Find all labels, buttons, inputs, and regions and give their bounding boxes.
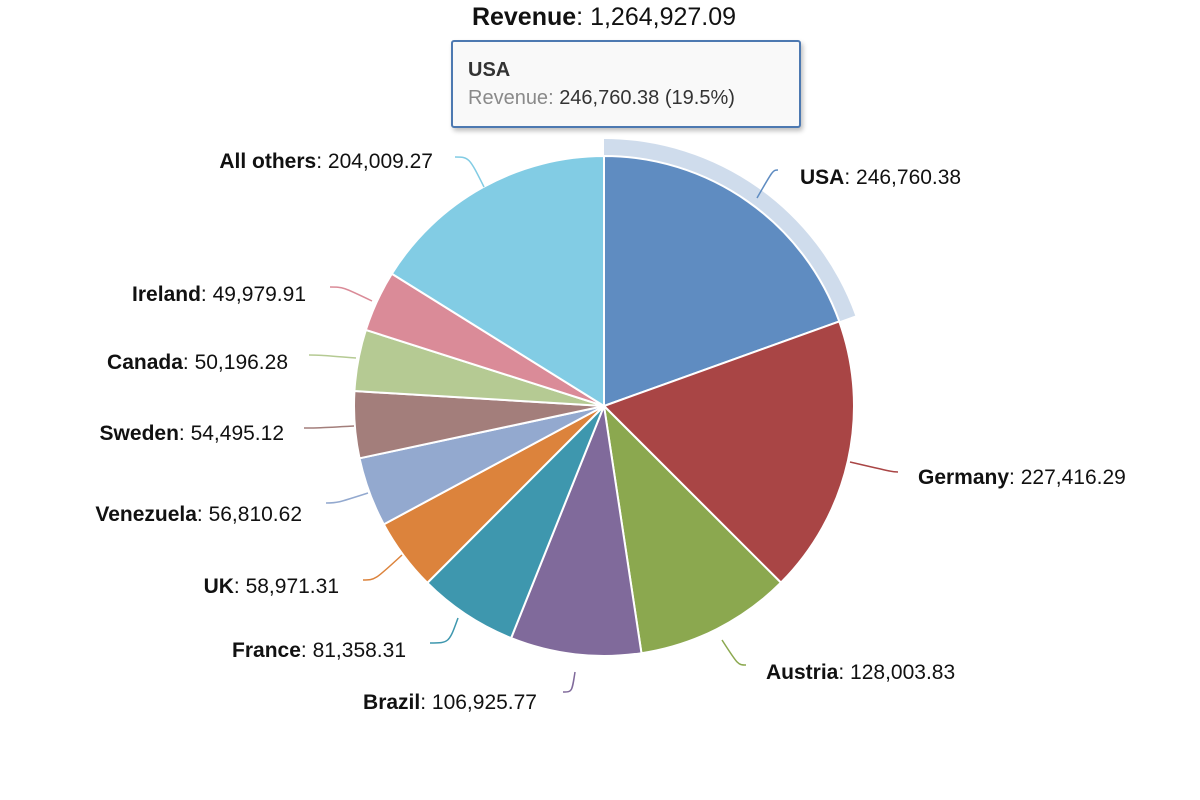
leader-line-ireland	[329, 286, 373, 302]
chart-title: Revenue: 1,264,927.09	[471, 3, 737, 31]
tooltip-value: 246,760.38	[559, 87, 660, 109]
pie-slice-usa[interactable]	[603, 155, 841, 407]
data-label-value: : 227,416.29	[1009, 466, 1126, 489]
data-label-germany: Germany: 227,416.29	[918, 466, 1126, 489]
leader-line-brazil	[562, 671, 576, 693]
data-label-name: Brazil	[363, 691, 420, 714]
data-label-usa: USA: 246,760.38	[800, 166, 961, 189]
pie-slice-germany[interactable]	[603, 320, 855, 584]
leader-line-germany	[849, 461, 899, 473]
tooltip-percent: (19.5%)	[664, 87, 735, 109]
data-label-austria: Austria: 128,003.83	[766, 661, 955, 684]
tooltip-series-name: USA	[468, 59, 511, 81]
data-label-value: : 49,979.91	[201, 283, 306, 306]
data-label-name: Venezuela	[95, 503, 197, 526]
tooltip: USA Revenue: 246,760.38 (19.5%)	[451, 40, 801, 128]
leader-line-canada	[308, 354, 357, 359]
data-label-value: : 106,925.77	[420, 691, 537, 714]
data-label-value: : 50,196.28	[183, 351, 288, 374]
chart-title-value: 1,264,927.09	[590, 3, 737, 31]
pie-slice-all-others[interactable]	[390, 155, 605, 407]
data-label-value: : 128,003.83	[838, 661, 955, 684]
leader-line-venezuela	[325, 492, 369, 504]
data-label-name: UK	[204, 575, 234, 598]
data-label-canada: Canada: 50,196.28	[107, 351, 288, 374]
data-label-name: USA	[800, 166, 844, 189]
leader-line-austria	[721, 639, 747, 666]
data-label-value: : 58,971.31	[234, 575, 339, 598]
data-label-name: Canada	[107, 351, 183, 374]
data-label-value: : 204,009.27	[316, 150, 433, 173]
leader-line-usa	[756, 169, 779, 199]
data-label-ireland: Ireland: 49,979.91	[132, 283, 306, 306]
leader-line-france	[429, 617, 459, 644]
tooltip-value-line: Revenue: 246,760.38 (19.5%)	[468, 87, 735, 109]
chart-title-label: Revenue	[471, 3, 577, 31]
data-label-france: France: 81,358.31	[232, 639, 406, 662]
data-label-value: : 54,495.12	[179, 422, 284, 445]
data-label-all-others: All others: 204,009.27	[219, 150, 433, 173]
pie-slice-brazil[interactable]	[510, 405, 643, 657]
data-label-sweden: Sweden: 54,495.12	[100, 422, 284, 445]
tooltip-metric: Revenue	[468, 87, 549, 109]
data-label-name: France	[232, 639, 301, 662]
data-label-uk: UK: 58,971.31	[204, 575, 339, 598]
data-label-value: : 246,760.38	[844, 166, 961, 189]
data-label-value: : 81,358.31	[301, 639, 406, 662]
leader-line-all-others	[454, 156, 485, 188]
pie-slice-austria[interactable]	[603, 405, 782, 655]
data-label-brazil: Brazil: 106,925.77	[363, 691, 537, 714]
data-label-name: Austria	[766, 661, 839, 684]
leader-line-uk	[362, 554, 403, 581]
data-label-name: Ireland	[132, 283, 201, 306]
data-label-name: Germany	[918, 466, 1009, 489]
data-label-name: All others	[219, 150, 316, 173]
data-label-name: Sweden	[100, 422, 179, 445]
data-label-venezuela: Venezuela: 56,810.62	[95, 503, 302, 526]
data-label-value: : 56,810.62	[197, 503, 302, 526]
leader-line-sweden	[303, 425, 355, 429]
